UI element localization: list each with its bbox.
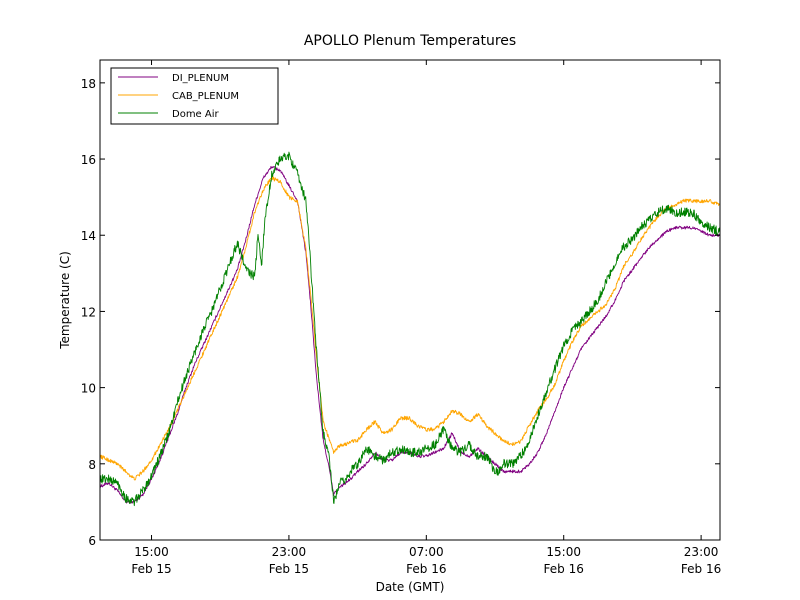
chart-title: APOLLO Plenum Temperatures bbox=[304, 33, 516, 49]
y-tick-label: 12 bbox=[81, 305, 96, 319]
x-axis-label: Date (GMT) bbox=[376, 580, 445, 594]
plot-series bbox=[99, 151, 721, 507]
x-tick-label-time: 07:00 bbox=[409, 545, 444, 559]
x-tick-label-time: 15:00 bbox=[134, 545, 169, 559]
y-axis-label: Temperature (C) bbox=[58, 251, 72, 350]
legend-label-di-plenum: DI_PLENUM bbox=[172, 73, 229, 84]
x-tick-label-date: Feb 16 bbox=[406, 562, 446, 576]
legend-label-cab-plenum: CAB_PLENUM bbox=[172, 91, 239, 102]
x-axis-ticks: 15:00 Feb 15 23:00 Feb 15 07:00 Feb 16 15:00 Fe… bbox=[131, 60, 721, 576]
y-tick-label: 18 bbox=[81, 77, 96, 91]
x-tick-label-time: 15:00 bbox=[546, 545, 581, 559]
legend-label-dome-air: Dome Air bbox=[172, 109, 220, 120]
series-line-dome-air bbox=[99, 151, 721, 507]
y-tick-label: 16 bbox=[81, 153, 96, 167]
x-tick-label-time: 23:00 bbox=[272, 545, 307, 559]
plot-frame bbox=[99, 59, 721, 541]
y-axis-ticks: 6 8 10 12 14 16 18 bbox=[81, 77, 720, 548]
x-tick-label-date: Feb 15 bbox=[131, 562, 171, 576]
y-tick-label: 6 bbox=[88, 534, 96, 548]
series-line-cab-plenum bbox=[99, 175, 721, 481]
x-tick-label-time: 23:00 bbox=[684, 545, 719, 559]
x-tick-label-date: Feb 15 bbox=[269, 562, 309, 576]
y-tick-label: 8 bbox=[88, 458, 96, 472]
x-tick-label-date: Feb 16 bbox=[681, 562, 721, 576]
legend: DI_PLENUM CAB_PLENUM Dome Air bbox=[110, 67, 279, 125]
y-tick-label: 14 bbox=[81, 229, 96, 243]
y-tick-label: 10 bbox=[81, 382, 96, 396]
x-tick-label-date: Feb 16 bbox=[544, 562, 584, 576]
